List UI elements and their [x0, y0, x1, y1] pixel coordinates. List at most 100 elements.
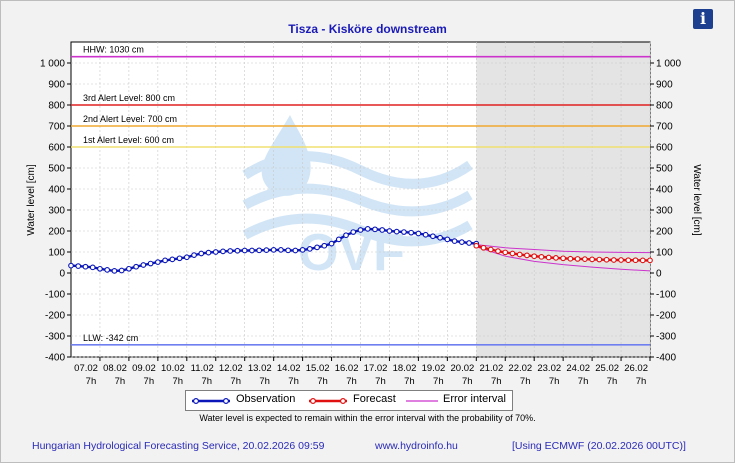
- observation-point: [422, 231, 429, 238]
- x-tick-label-date: 22.02: [508, 363, 532, 374]
- x-tick-label-date: 12.02: [219, 363, 243, 374]
- y-tick-label-left: 200: [48, 227, 65, 238]
- x-tick-label-hour: 7h: [462, 376, 473, 387]
- x-tick-label-date: 11.02: [191, 363, 214, 374]
- forecast-point: [574, 256, 581, 262]
- x-tick-label-hour: 7h: [491, 376, 502, 387]
- observation-point: [155, 259, 161, 265]
- forecast-point: [618, 257, 624, 263]
- observation-point: [263, 247, 270, 253]
- y-tick-label-right: 100: [656, 248, 673, 259]
- observation-point: [372, 226, 378, 233]
- forecast-point: [545, 254, 552, 261]
- y-tick-label-right: 200: [656, 227, 673, 238]
- observation-point: [220, 248, 226, 255]
- x-tick-label-hour: 7h: [578, 376, 589, 387]
- forecast-point: [495, 248, 501, 255]
- observation-point: [118, 267, 125, 274]
- x-tick-label-hour: 7h: [115, 376, 126, 387]
- x-tick-label-hour: 7h: [549, 376, 560, 387]
- x-tick-label-date: 24.02: [566, 363, 590, 374]
- forecast-point: [553, 255, 559, 261]
- x-tick-label-date: 17.02: [364, 363, 388, 374]
- observation-point: [126, 265, 132, 272]
- x-tick-label-date: 08.02: [103, 363, 127, 374]
- y-tick-label-right: 300: [656, 206, 673, 217]
- observation-point: [458, 239, 465, 245]
- x-tick-label-date: 07.02: [74, 363, 98, 374]
- observation-point: [393, 228, 400, 235]
- legend-forecast-label: Forecast: [353, 393, 396, 405]
- observation-point: [278, 247, 284, 253]
- y-axis-label-left: Water level [cm]: [26, 164, 37, 236]
- x-tick-label-hour: 7h: [230, 376, 241, 387]
- forecast-point: [473, 242, 480, 249]
- observation-point: [111, 268, 118, 274]
- observation-point: [140, 262, 147, 268]
- footer-website-link[interactable]: www.hydroinfo.hu: [375, 440, 458, 452]
- forecast-point: [487, 246, 494, 253]
- y-tick-label-left: 400: [48, 185, 65, 196]
- chart-title: Tisza - Kisköre downstream: [288, 22, 447, 36]
- x-tick-label-date: 16.02: [335, 363, 359, 374]
- legend-forecast-swatch: [309, 397, 347, 405]
- y-tick-label-left: 600: [48, 143, 65, 154]
- legend-error-label: Error interval: [443, 393, 506, 405]
- legend-observation-swatch: [192, 397, 230, 405]
- x-tick-label-hour: 7h: [636, 376, 647, 387]
- observation-point: [335, 236, 342, 243]
- y-tick-label-left: 700: [48, 122, 65, 133]
- x-tick-label-hour: 7h: [86, 376, 97, 387]
- forecast-point: [596, 256, 603, 263]
- observation-point: [343, 232, 349, 239]
- forecast-point: [647, 257, 653, 264]
- x-tick-label-hour: 7h: [404, 376, 415, 387]
- reference-line-label: 1st Alert Level: 600 cm: [83, 135, 174, 145]
- forecast-point: [516, 251, 523, 258]
- y-tick-label-left: 100: [48, 248, 65, 259]
- observation-point: [408, 229, 415, 236]
- x-tick-label-date: 15.02: [306, 363, 330, 374]
- x-tick-label-hour: 7h: [433, 376, 444, 387]
- observation-point: [97, 265, 103, 272]
- y-tick-label-left: 1 000: [40, 59, 65, 70]
- observation-point: [191, 252, 197, 258]
- observation-point: [299, 247, 306, 253]
- y-tick-label-right: 600: [656, 143, 673, 154]
- observation-point: [357, 227, 364, 233]
- x-tick-label-hour: 7h: [375, 376, 386, 387]
- y-tick-label-right: 0: [656, 269, 662, 280]
- y-tick-label-right: -400: [656, 353, 676, 364]
- observation-point: [451, 238, 458, 244]
- observation-point: [198, 250, 205, 257]
- reference-line-label: 3rd Alert Level: 800 cm: [83, 93, 175, 103]
- x-tick-label-date: 20.02: [451, 363, 475, 374]
- y-tick-label-right: -300: [656, 332, 676, 343]
- observation-point: [147, 260, 154, 267]
- forecast-point: [567, 255, 574, 262]
- observation-point: [212, 249, 219, 255]
- footer-model: [Using ECMWF (20.02.2026 00UTC)]: [512, 440, 686, 452]
- observation-point: [364, 226, 371, 232]
- forecast-point: [560, 255, 567, 262]
- observation-point: [104, 267, 111, 273]
- forecast-point: [582, 256, 588, 262]
- info-icon[interactable]: i: [693, 9, 713, 29]
- x-tick-label-date: 10.02: [161, 363, 185, 374]
- x-tick-label-date: 14.02: [277, 363, 301, 374]
- observation-point: [205, 249, 212, 256]
- forecast-point: [480, 244, 487, 251]
- observation-point: [249, 247, 255, 254]
- forecast-point: [639, 257, 646, 264]
- observation-point: [270, 247, 277, 253]
- y-tick-label-left: 900: [48, 80, 65, 91]
- y-tick-label-right: -200: [656, 311, 676, 322]
- x-tick-label-hour: 7h: [173, 376, 184, 387]
- observation-point: [430, 233, 436, 240]
- y-tick-label-left: -200: [45, 311, 65, 322]
- observation-point: [227, 248, 234, 254]
- observation-point: [162, 257, 168, 264]
- observation-point: [133, 263, 139, 270]
- y-tick-label-right: 1 000: [656, 59, 681, 70]
